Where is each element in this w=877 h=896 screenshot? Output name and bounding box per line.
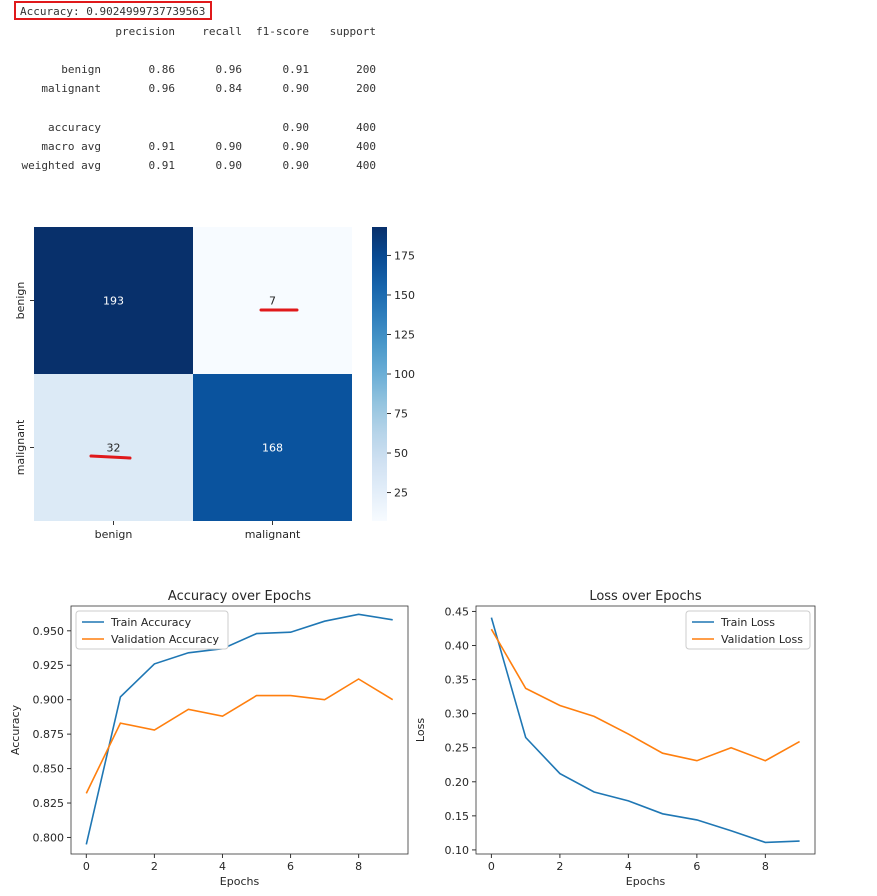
colorbar-tick-label: 100: [394, 368, 415, 381]
y-tick-label: 0.15: [445, 810, 470, 823]
classification-report: Accuracy: 0.9024999737739563 precision re…: [0, 0, 420, 190]
heatmap-cell: [193, 374, 352, 521]
y-tick-label: 0.950: [33, 625, 65, 638]
legend-box: [685, 610, 811, 650]
red-underline-mark: [89, 454, 132, 460]
report-cell: 0.90: [282, 82, 310, 95]
x-tick-label: 4: [219, 860, 226, 873]
x-tick-label: 2: [556, 860, 563, 873]
report-cell: 400: [356, 121, 376, 134]
report-cell: 0.90: [215, 159, 243, 172]
report-cell: 0.91: [282, 63, 310, 76]
colorbar-tick-label: 50: [394, 447, 408, 460]
y-axis-label: Accuracy: [9, 704, 22, 755]
legend-label: Validation Loss: [721, 633, 803, 646]
heatmap-row-label: malignant: [14, 419, 27, 475]
x-tick-label: 2: [151, 860, 158, 873]
report-cell: 200: [356, 82, 376, 95]
colorbar-tick-label: 25: [394, 487, 408, 500]
y-tick-label: 0.25: [445, 742, 470, 755]
report-cell: 0.90: [282, 140, 310, 153]
x-tick-label: 4: [625, 860, 632, 873]
heatmap-cell-value: 168: [262, 442, 283, 455]
heatmap-cell-value: 193: [103, 295, 124, 308]
report-row-label: malignant: [41, 82, 101, 95]
y-axis-label: Loss: [414, 718, 427, 742]
x-tick-label: 6: [287, 860, 294, 873]
report-cell: 0.91: [148, 159, 176, 172]
series-line: [490, 617, 800, 844]
report-header: f1-score: [256, 25, 309, 38]
y-tick-label: 0.825: [33, 797, 65, 810]
report-cell: 0.90: [282, 121, 310, 134]
report-row-label: weighted avg: [21, 159, 101, 172]
colorbar-tick-label: 125: [394, 328, 415, 341]
colorbar-tick-label: 175: [394, 249, 415, 262]
accuracy-line: Accuracy: 0.9024999737739563: [20, 5, 206, 18]
y-tick-label: 0.800: [33, 831, 65, 844]
y-tick-label: 0.850: [33, 763, 65, 776]
x-tick-label: 0: [83, 860, 90, 873]
y-tick-label: 0.925: [33, 659, 65, 672]
series-line: [85, 613, 393, 845]
report-row-label: macro avg: [41, 140, 101, 153]
line-chart: Accuracy over Epochs 0 2 4 6 8 0.800 0.825 0.850…: [9, 589, 409, 888]
report-cell: 0.96: [215, 63, 243, 76]
heatmap-cell: [34, 374, 193, 521]
heatmap-col-label: benign: [95, 528, 133, 541]
line-chart: Loss over Epochs 0 2 4 6 8 0.10 0.15 0.20 0.25 0.3…: [414, 589, 816, 888]
series-line: [85, 678, 394, 794]
accuracy-highlight-box: [14, 1, 212, 20]
report-cell: 0.90: [215, 140, 243, 153]
y-tick-label: 0.45: [445, 605, 470, 618]
x-tick-label: 8: [355, 860, 362, 873]
y-tick-label: 0.900: [33, 694, 65, 707]
heatmap-col-label: malignant: [245, 528, 301, 541]
heatmap-cell-value: 7: [269, 295, 276, 308]
series-line: [490, 628, 800, 762]
heatmap-cell-value: 32: [107, 442, 121, 455]
heatmap-cell: [34, 227, 193, 374]
report-cell: 0.90: [282, 159, 310, 172]
colorbar-tick-label: 150: [394, 289, 415, 302]
report-cell: 0.86: [148, 63, 176, 76]
report-cell: 0.91: [148, 140, 176, 153]
y-tick-label: 0.875: [33, 728, 65, 741]
heatmap-row-label: benign: [14, 282, 27, 320]
colorbar-tick-label: 75: [394, 408, 408, 421]
report-cell: 400: [356, 140, 376, 153]
heatmap-grid: 193 7 32 168 benign malignant benign malignant 2…: [14, 227, 415, 541]
report-cell: 0.96: [148, 82, 176, 95]
report-row-label: accuracy: [48, 121, 101, 134]
report-header: recall: [202, 25, 242, 38]
report-row-label: benign: [61, 63, 101, 76]
report-cell: 200: [356, 63, 376, 76]
x-axis-label: Epochs: [220, 875, 260, 888]
colorbar: [372, 227, 387, 521]
report-cell: 0.84: [215, 82, 243, 95]
report-cell: 400: [356, 159, 376, 172]
chart-title: Accuracy over Epochs: [168, 589, 311, 604]
legend-box: [75, 610, 229, 650]
report-header: precision: [115, 25, 175, 38]
chart-title: Loss over Epochs: [589, 589, 702, 604]
x-tick-label: 6: [693, 860, 700, 873]
legend-label: Train Loss: [720, 616, 775, 629]
report-header: support: [329, 25, 376, 38]
y-tick-label: 0.35: [445, 674, 470, 687]
legend-label: Train Accuracy: [110, 616, 192, 629]
x-axis-label: Epochs: [626, 875, 666, 888]
x-tick-label: 8: [762, 860, 769, 873]
x-tick-label: 0: [488, 860, 495, 873]
y-tick-label: 0.20: [445, 776, 470, 789]
heatmap-cell: [193, 227, 352, 374]
y-tick-label: 0.10: [445, 844, 470, 857]
y-tick-label: 0.40: [445, 640, 470, 653]
legend-label: Validation Accuracy: [111, 633, 220, 646]
y-tick-label: 0.30: [445, 708, 470, 721]
